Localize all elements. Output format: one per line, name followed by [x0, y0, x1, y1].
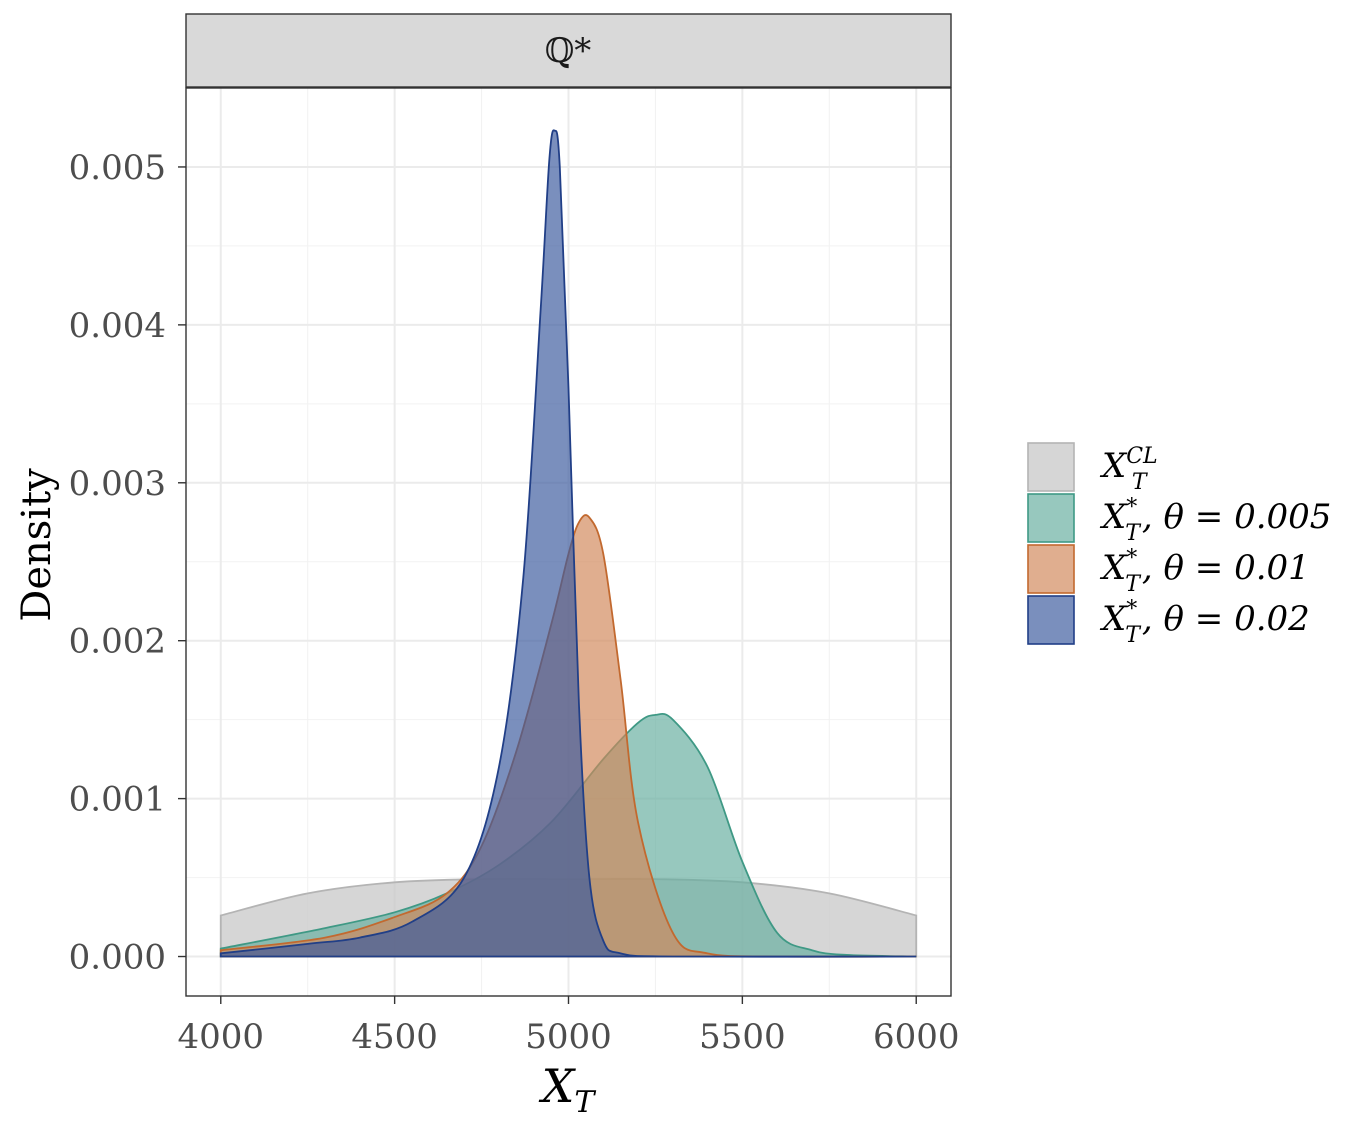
legend-key-0 — [1027, 442, 1075, 492]
density-area-3 — [219, 129, 917, 958]
y-tick-label: 0.003 — [69, 464, 166, 504]
panel-title: ℚ* — [545, 31, 592, 71]
legend-key-1 — [1027, 493, 1075, 543]
y-axis: 0.000 0.001 0.002 0.003 0.004 0.005 — [69, 148, 186, 978]
legend-key-2 — [1027, 544, 1075, 594]
y-tick-label: 0.004 — [69, 306, 166, 346]
y-tick-label: 0.001 — [69, 780, 166, 820]
legend-key-3 — [1027, 595, 1075, 645]
y-tick-label: 0.002 — [69, 622, 166, 662]
x-tick-label: 4000 — [178, 1017, 265, 1057]
legend-label-0: XCL T — [1099, 444, 1157, 495]
legend-label-1: X* T, θ = 0.005 — [1099, 495, 1331, 546]
x-tick-label: 6000 — [873, 1017, 960, 1057]
panel-strip — [185, 13, 952, 88]
x-axis-title: XT — [539, 1059, 597, 1120]
y-tick-label: 0.000 — [69, 938, 166, 978]
x-tick-label: 5500 — [699, 1017, 786, 1057]
x-tick-label: 4500 — [351, 1017, 438, 1057]
x-tick-label: 5000 — [525, 1017, 612, 1057]
legend-label-2: X* T, θ = 0.01 — [1099, 546, 1310, 597]
y-axis-title: Density — [14, 468, 60, 622]
y-tick-label: 0.005 — [69, 148, 166, 188]
x-axis: 4000 4500 5000 5500 6000 — [178, 996, 960, 1057]
density-areas — [219, 129, 918, 958]
legend-label-3: X* T, θ = 0.02 — [1099, 597, 1310, 648]
